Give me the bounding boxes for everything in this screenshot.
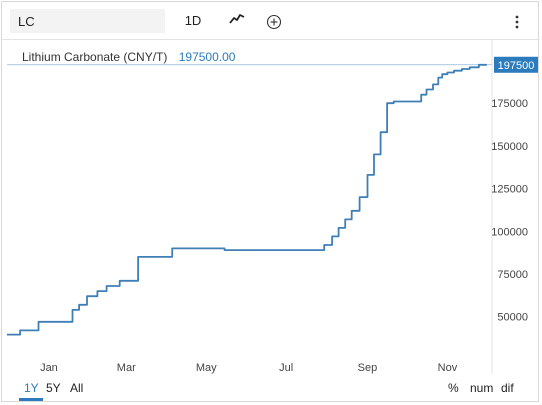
y-tick-label: 50000	[497, 312, 528, 324]
x-tick-label: Jan	[40, 362, 58, 374]
dif-toggle[interactable]: dif	[501, 381, 514, 395]
x-tick-label: Jul	[279, 362, 293, 374]
current-price-label: 197500	[498, 60, 535, 72]
chart-type-button[interactable]	[224, 10, 250, 32]
active-range-indicator	[19, 398, 43, 401]
y-tick-label: 100000	[491, 226, 528, 238]
range-all-button[interactable]: All	[70, 381, 84, 395]
y-tick-label: 150000	[491, 141, 528, 153]
range-5y-button[interactable]: 5Y	[46, 381, 61, 395]
legend-series-name: Lithium Carbonate (CNY/T)	[22, 50, 168, 64]
current-price-label-box	[494, 56, 538, 73]
more-options-button[interactable]	[508, 10, 526, 32]
range-bar: 1Y 5Y All % num dif	[2, 376, 540, 402]
percent-toggle[interactable]: %	[448, 381, 459, 395]
symbol-search-input[interactable]	[10, 9, 165, 33]
x-tick-label: Nov	[438, 362, 458, 374]
interval-button[interactable]: 1D	[184, 13, 202, 28]
add-indicator-button[interactable]	[262, 10, 286, 32]
price-chart[interactable]: 50000 75000 100000 125000 150000 175000 Jan Mar…	[2, 40, 540, 374]
y-tick-label: 75000	[497, 269, 528, 281]
vertical-ellipsis-icon	[515, 15, 519, 28]
y-tick-label: 125000	[491, 184, 528, 196]
x-tick-label: Mar	[117, 362, 136, 374]
legend-series-value: 197500.00	[178, 50, 236, 64]
chart-legend: Lithium Carbonate (CNY/T) 197500.00	[22, 50, 235, 64]
chart-toolbar: 1D	[2, 2, 540, 40]
range-1y-button[interactable]: 1Y	[24, 381, 39, 395]
plus-circle-icon	[266, 14, 282, 29]
x-tick-label: May	[196, 362, 217, 374]
y-tick-label: 175000	[491, 98, 528, 110]
num-toggle[interactable]: num	[470, 381, 494, 395]
line-chart-icon	[229, 14, 245, 24]
price-series-line	[7, 63, 487, 336]
x-tick-label: Sep	[358, 362, 378, 374]
